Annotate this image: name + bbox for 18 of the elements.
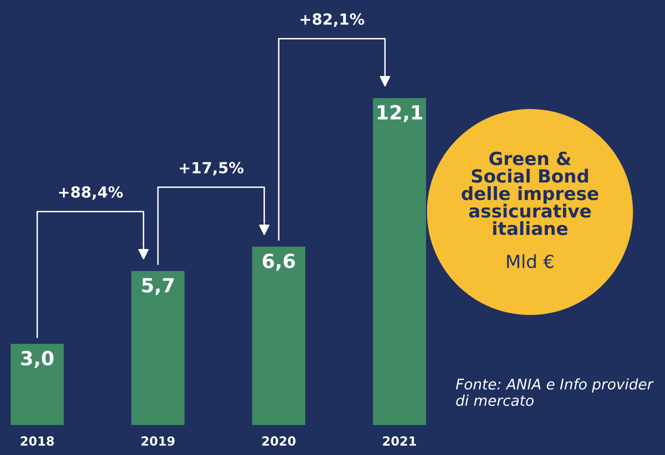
data-label: 5,7 [142, 278, 174, 296]
annotation: +17,5% [180, 162, 244, 176]
x-tick-label: 2019 [142, 436, 175, 446]
data-label: 6,6 [262, 254, 295, 271]
annotation: +88,4% [59, 186, 123, 200]
x-tick-label: 2020 [262, 436, 296, 446]
text: Mld € [507, 254, 554, 268]
bar [252, 246, 306, 425]
text: Green & Social Bond delle imprese assicurative italiane [462, 152, 598, 236]
data-label: 3,0 [21, 350, 54, 368]
x-tick-label: 2021 [383, 436, 416, 446]
x-tick-label: 2018 [20, 436, 54, 446]
data-label: 12,1 [378, 104, 422, 122]
bar [372, 98, 426, 425]
annotation: Fonte: ANIA e Info provider di mercato [456, 378, 654, 406]
text: +82,1% [300, 13, 364, 27]
bar [10, 344, 64, 425]
bar [131, 270, 185, 425]
